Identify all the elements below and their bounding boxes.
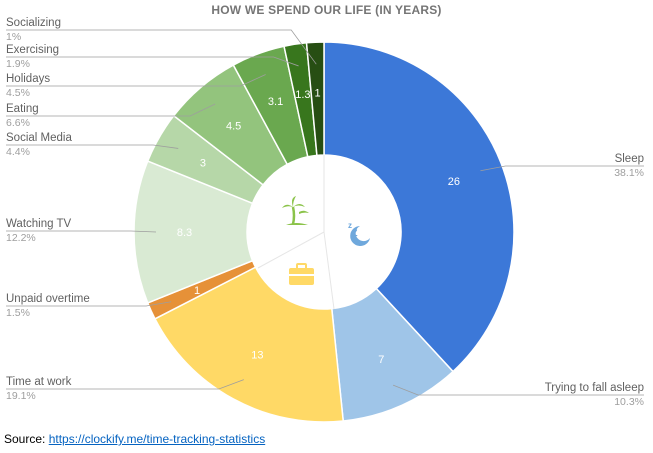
value-label-trying-to-fall-asleep: 7 <box>378 354 384 366</box>
value-label-socializing: 1 <box>315 88 321 100</box>
leader-line-unpaid-overtime <box>6 301 172 307</box>
donut-chart: 26 7 13 1 8.3 3 4.5 3.1 1.3 1 Socializing 1%Exerci… <box>6 17 644 423</box>
leader-line-socializing <box>6 29 317 65</box>
percent-label-trying-to-fall-asleep: 10.3% <box>614 396 644 408</box>
percent-label-socializing: 1% <box>6 31 21 43</box>
percent-label-holidays: 4.5% <box>6 87 30 99</box>
value-label-eating: 4.5 <box>226 121 241 133</box>
category-label-exercising: Exercising <box>6 44 59 56</box>
slice-time-at-work <box>153 266 345 423</box>
category-label-holidays: Holidays <box>6 73 50 85</box>
svg-text:z: z <box>348 221 352 230</box>
leader-line-sleep <box>480 165 644 172</box>
category-label-social-media: Social Media <box>6 132 72 144</box>
source-prefix: Source: <box>4 432 49 446</box>
leader-line-exercising <box>6 56 299 67</box>
value-label-watching-tv: 8.3 <box>177 227 192 239</box>
leader-line-trying-to-fall-asleep <box>392 384 644 396</box>
slice-sleep <box>323 41 515 373</box>
category-label-watching-tv: Watching TV <box>6 218 72 230</box>
value-label-social-media: 3 <box>200 158 206 170</box>
value-label-exercising: 1.3 <box>295 89 310 101</box>
percent-label-social-media: 4.4% <box>6 146 30 158</box>
center-divider <box>257 231 325 269</box>
center-divider <box>323 231 335 310</box>
leader-line-time-at-work <box>6 379 244 390</box>
value-label-holidays: 3.1 <box>268 96 283 108</box>
category-label-time-at-work: Time at work <box>6 376 72 388</box>
leader-line-holidays <box>6 74 266 87</box>
leader-line-social-media <box>6 144 179 149</box>
category-label-eating: Eating <box>6 103 39 115</box>
svg-text:Z: Z <box>352 228 358 238</box>
percent-label-unpaid-overtime: 1.5% <box>6 307 30 319</box>
percent-label-exercising: 1.9% <box>6 58 30 70</box>
source-link[interactable]: https://clockify.me/time-tracking-statis… <box>48 432 266 446</box>
percent-label-time-at-work: 19.1% <box>6 390 36 402</box>
percent-label-eating: 6.6% <box>6 117 30 129</box>
percent-label-sleep: 38.1% <box>614 167 644 179</box>
palm-tree-icon <box>282 196 309 225</box>
briefcase-icon <box>289 263 314 285</box>
sleeping-moon-icon: zZ <box>348 221 370 246</box>
category-label-sleep: Sleep <box>615 153 644 165</box>
category-label-unpaid-overtime: Unpaid overtime <box>6 293 90 305</box>
source-note: Source: https://clockify.me/time-trackin… <box>4 432 265 446</box>
category-label-socializing: Socializing <box>6 17 61 29</box>
value-label-sleep: 26 <box>448 176 460 188</box>
leader-line-watching-tv <box>6 230 157 233</box>
value-label-time-at-work: 13 <box>251 350 263 362</box>
value-label-unpaid-overtime: 1 <box>194 285 200 297</box>
category-label-trying-to-fall-asleep: Trying to fall asleep <box>545 382 644 394</box>
chart-title: HOW WE SPEND OUR LIFE (IN YEARS) <box>211 3 442 17</box>
leader-line-eating <box>6 103 216 117</box>
percent-label-watching-tv: 12.2% <box>6 232 36 244</box>
